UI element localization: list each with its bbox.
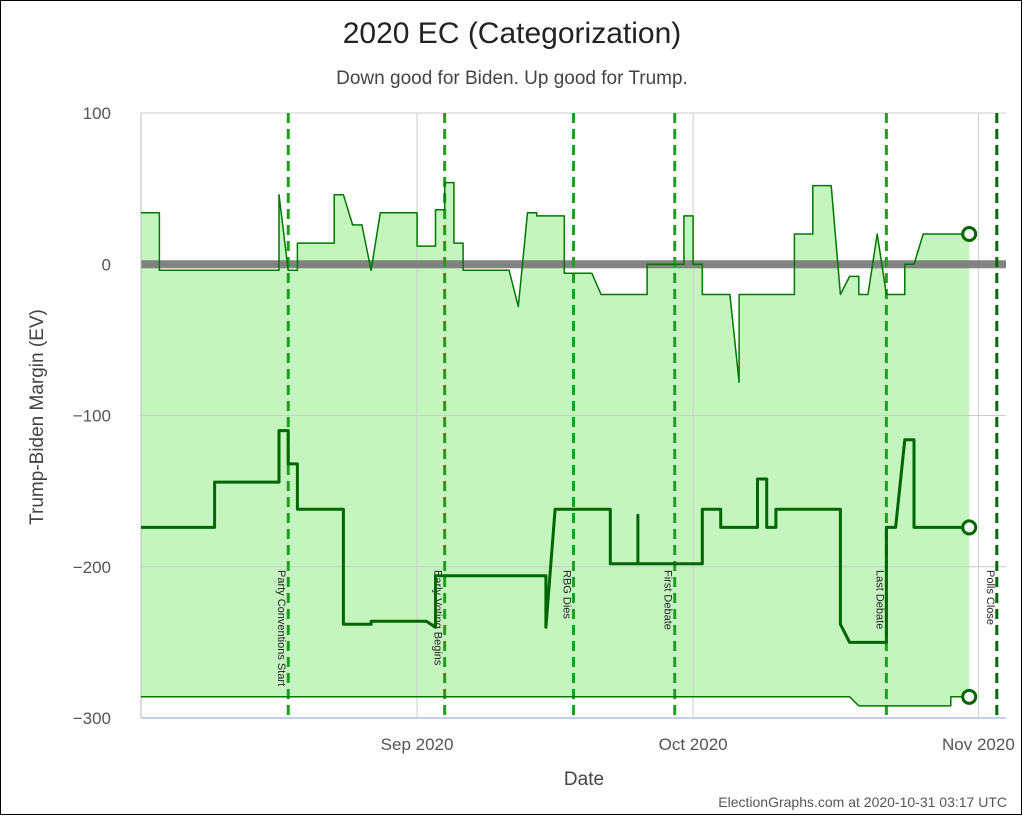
event-label: First Debate bbox=[662, 570, 674, 630]
range-band bbox=[141, 182, 970, 706]
y-tick-label: −200 bbox=[73, 558, 111, 577]
x-tick-label: Oct 2020 bbox=[659, 735, 728, 754]
event-label: Polls Close bbox=[984, 570, 996, 625]
event-label: RBG Dies bbox=[561, 570, 573, 619]
event-label: Last Debate bbox=[873, 570, 885, 629]
lower-bound-line bbox=[141, 696, 970, 707]
y-axis-title: Trump-Biden Margin (EV) bbox=[27, 309, 48, 525]
y-tick-label: −100 bbox=[73, 407, 111, 426]
center-line bbox=[141, 429, 970, 644]
event-label: Party Conventions Start bbox=[275, 570, 287, 686]
x-tick-label: Nov 2020 bbox=[942, 735, 1015, 754]
upper-end-marker bbox=[961, 226, 978, 242]
chart-title: 2020 EC (Categorization) bbox=[343, 17, 682, 50]
x-axis-title: Date bbox=[564, 769, 604, 790]
y-tick-label: −300 bbox=[73, 709, 111, 728]
chart-subtitle: Down good for Biden. Up good for Trump. bbox=[336, 68, 688, 89]
credit-text: ElectionGraphs.com at 2020-10-31 03:17 U… bbox=[718, 794, 1007, 810]
center-end-marker bbox=[961, 519, 978, 536]
y-tick-label: 0 bbox=[102, 255, 111, 274]
plot-area: 100 0 −100 −200 −300 Sep 2020 Oct 2020 Nov 2020… bbox=[73, 104, 1015, 754]
event-label: Early Voting Begins bbox=[432, 570, 444, 666]
upper-bound-line bbox=[141, 181, 970, 383]
lower-end-marker bbox=[961, 688, 978, 705]
y-tick-label: 100 bbox=[83, 104, 111, 123]
x-tick-label: Sep 2020 bbox=[381, 735, 454, 754]
